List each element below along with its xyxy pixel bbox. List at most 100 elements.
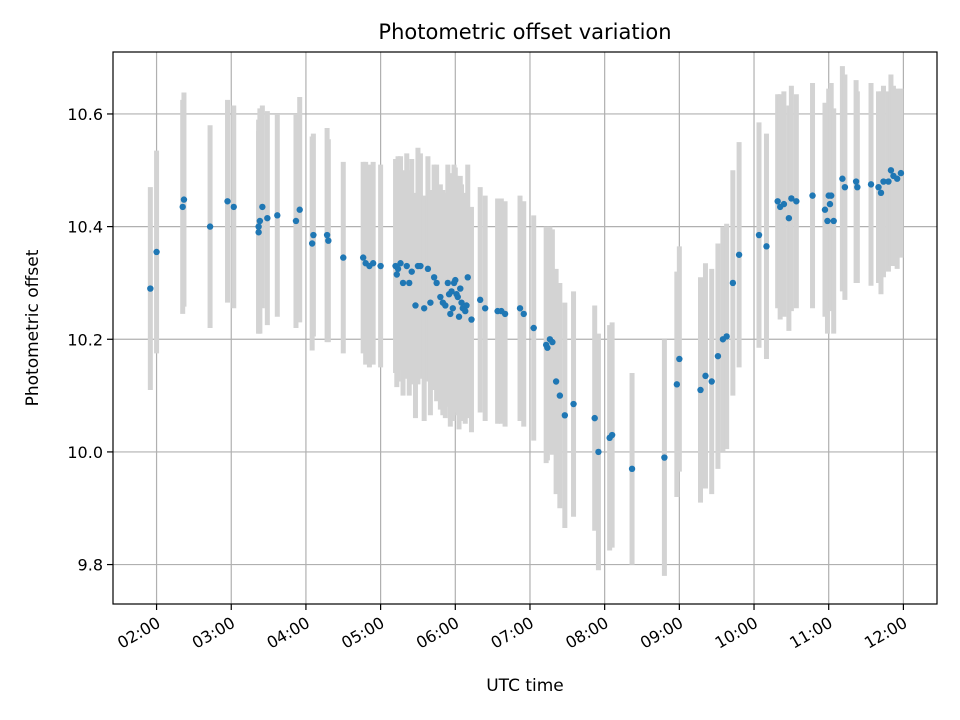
x-axis-label: UTC time	[486, 676, 564, 696]
data-point	[444, 279, 452, 287]
data-point	[735, 251, 743, 258]
data-point	[793, 198, 800, 205]
data-point	[827, 192, 835, 199]
data-point	[424, 265, 432, 273]
data-point	[369, 260, 377, 267]
data-point	[448, 288, 455, 295]
data-point	[628, 465, 636, 473]
data-point	[408, 268, 415, 275]
y-axis-ticks: 9.8 10.0 10.2 10.4 10.6	[67, 105, 113, 575]
data-point	[308, 240, 316, 247]
data-point	[433, 279, 440, 287]
data-point	[897, 169, 905, 177]
data-point	[785, 214, 793, 222]
x-tick-label: 08:00	[562, 613, 611, 653]
data-point	[340, 254, 347, 261]
data-point	[442, 302, 449, 309]
data-point	[462, 307, 469, 315]
data-point	[852, 178, 860, 185]
data-point	[885, 178, 892, 185]
data-point	[561, 412, 569, 419]
data-point	[780, 200, 788, 208]
data-point	[661, 454, 668, 461]
y-tick-label: 10.2	[67, 330, 103, 349]
data-point	[259, 203, 266, 211]
data-point	[841, 183, 849, 191]
data-point	[457, 285, 464, 292]
data-point	[230, 203, 237, 211]
data-point	[180, 196, 188, 203]
x-tick-label: 09:00	[637, 613, 686, 653]
x-tick-label: 07:00	[488, 613, 537, 653]
x-tick-label: 06:00	[413, 613, 462, 653]
y-axis-label: Photometric offset	[23, 249, 43, 406]
plot-frame	[112, 51, 938, 605]
data-point	[323, 231, 331, 239]
data-point	[697, 386, 704, 394]
data-point	[476, 296, 484, 304]
y-tick-label: 9.8	[78, 556, 103, 575]
data-point	[296, 206, 303, 213]
data-point	[530, 324, 537, 332]
data-point	[839, 175, 846, 182]
data-point	[452, 276, 459, 284]
data-point	[406, 279, 413, 287]
y-tick-label: 10.4	[67, 218, 103, 237]
x-tick-label: 12:00	[861, 613, 910, 653]
data-point	[875, 183, 882, 191]
data-point	[256, 217, 264, 225]
data-point	[206, 223, 214, 230]
data-point	[520, 310, 527, 318]
data-point	[854, 183, 861, 191]
data-point	[556, 392, 564, 399]
data-point	[153, 248, 160, 256]
data-point	[549, 338, 556, 346]
data-point	[397, 260, 404, 267]
data-point	[394, 265, 402, 273]
data-point	[887, 167, 895, 174]
data-point	[809, 192, 816, 199]
data-point	[824, 217, 831, 225]
data-point	[427, 299, 434, 306]
data-point	[880, 178, 887, 185]
data-point	[255, 223, 262, 230]
data-point	[449, 305, 457, 312]
data-point	[468, 316, 475, 323]
x-tick-label: 04:00	[263, 613, 312, 653]
data-point	[830, 217, 837, 225]
data-point	[516, 305, 524, 312]
y-tick-label: 10.6	[67, 105, 103, 124]
point-layer	[147, 167, 905, 473]
data-point	[455, 313, 463, 320]
data-point	[676, 355, 683, 363]
data-point	[821, 206, 829, 213]
x-tick-label: 02:00	[114, 613, 163, 653]
data-point	[570, 400, 577, 408]
data-point	[325, 237, 332, 244]
data-point	[454, 293, 461, 301]
data-point	[723, 333, 730, 340]
data-point	[673, 381, 681, 388]
data-point	[774, 198, 781, 205]
data-point	[714, 352, 722, 360]
data-point	[264, 214, 271, 222]
data-point	[591, 414, 598, 422]
errorbar-layer	[147, 66, 904, 576]
data-point	[595, 448, 602, 456]
data-point	[481, 305, 489, 312]
data-point	[755, 231, 763, 239]
data-point	[437, 293, 444, 301]
data-point	[292, 217, 300, 225]
data-point	[788, 195, 795, 202]
data-point	[377, 262, 384, 270]
data-point	[399, 279, 407, 287]
x-tick-label: 10:00	[712, 613, 761, 653]
data-point	[393, 271, 400, 278]
data-point	[417, 262, 424, 270]
data-point	[608, 431, 616, 439]
x-tick-label: 05:00	[338, 613, 387, 653]
data-point	[708, 378, 715, 385]
data-point	[403, 262, 410, 270]
y-tick-label: 10.0	[67, 443, 103, 462]
